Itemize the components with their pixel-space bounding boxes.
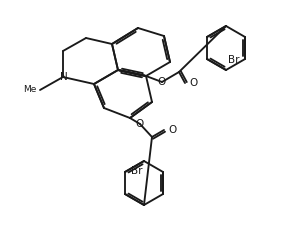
Text: Me: Me	[24, 85, 37, 95]
Text: N: N	[60, 72, 68, 82]
Text: O: O	[158, 77, 166, 87]
Text: O: O	[189, 78, 197, 88]
Text: Br: Br	[228, 55, 240, 65]
Text: O: O	[168, 125, 176, 135]
Text: Br: Br	[131, 166, 142, 176]
Text: O: O	[136, 119, 144, 129]
